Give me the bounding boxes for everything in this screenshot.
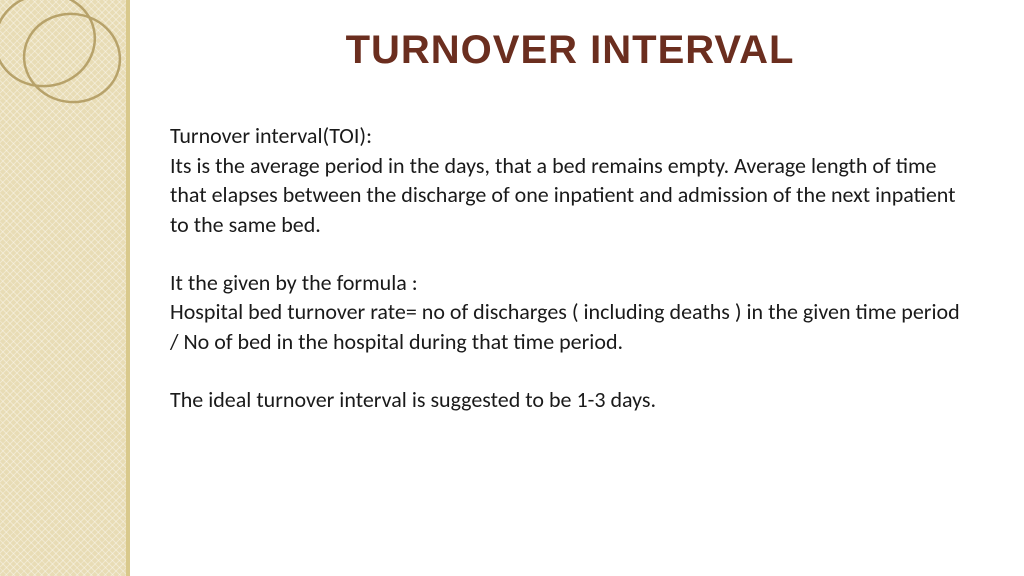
- slide-title: TURNOVER INTERVAL: [170, 28, 970, 73]
- slide-body: Turnover interval(TOI):Its is the averag…: [170, 121, 970, 415]
- paragraph-formula: It the given by the formula :Hospital be…: [170, 268, 970, 357]
- paragraph-ideal: The ideal turnover interval is suggested…: [170, 385, 970, 415]
- decorative-sidebar: [0, 0, 130, 576]
- paragraph-definition: Turnover interval(TOI):Its is the averag…: [170, 121, 970, 240]
- slide-content: TURNOVER INTERVAL Turnover interval(TOI)…: [150, 0, 1010, 576]
